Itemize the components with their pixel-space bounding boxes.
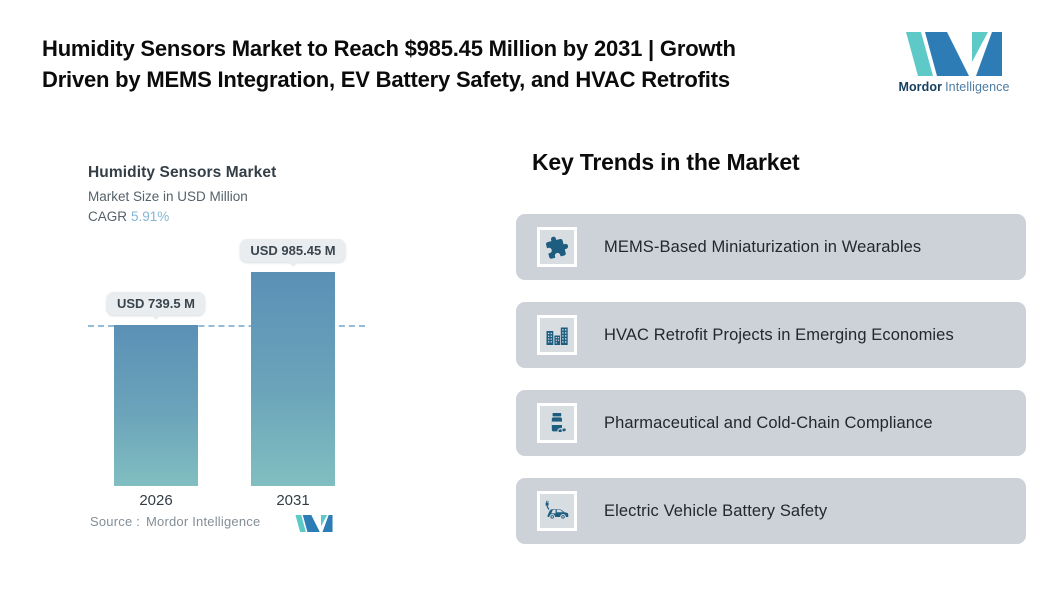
cagr-label: CAGR (88, 209, 128, 224)
chart-cagr: CAGR 5.91% (88, 209, 276, 224)
reference-dashed-line (88, 325, 365, 327)
ev-car-icon (545, 500, 569, 520)
brand-logo: Mordor Intelligence (896, 32, 1012, 94)
chart-title: Humidity Sensors Market (88, 164, 277, 181)
trend-label: Electric Vehicle Battery Safety (604, 501, 828, 520)
cagr-value: 5.91% (131, 209, 170, 224)
brand-name-light: Intelligence (945, 80, 1010, 94)
trend-card-hvac: HVAC Retrofit Projects in Emerging Econo… (516, 302, 1026, 368)
puzzle-icon (546, 236, 569, 259)
bar-rect-2031 (251, 272, 335, 486)
brand-name-bold: Mordor (898, 80, 943, 94)
chart-subtitle: Market Size in USD Million (88, 189, 248, 204)
chart-header: Humidity Sensors Market Market Size in U… (88, 164, 276, 224)
x-tick-2026: 2026 (139, 492, 173, 509)
brand-wordmark: Mordor Intelligence (896, 80, 1012, 94)
buildings-icon (546, 327, 568, 345)
source-label: Source : (90, 514, 141, 529)
bar-rect-2026 (114, 325, 198, 486)
icon-tile (537, 315, 577, 355)
trends-heading: Key Trends in the Market (532, 149, 800, 175)
page-title-line1: Humidity Sensors Market to Reach $985.45… (42, 36, 736, 61)
source-value: Mordor Intelligence (146, 514, 261, 529)
value-label-2031: USD 985.45 M (240, 239, 346, 267)
trend-card-ev: Electric Vehicle Battery Safety (516, 478, 1026, 544)
icon-tile (537, 403, 577, 443)
mordor-mini-logo-icon (295, 515, 333, 532)
trend-label: MEMS-Based Miniaturization in Wearables (604, 237, 922, 256)
trend-card-pharma: Pharmaceutical and Cold-Chain Compliance (516, 390, 1026, 456)
market-size-chart: Humidity Sensors Market Market Size in U… (70, 140, 390, 550)
page-title: Humidity Sensors Market to Reach $985.45… (42, 33, 882, 95)
trend-label: HVAC Retrofit Projects in Emerging Econo… (604, 325, 954, 344)
x-tick-2031: 2031 (276, 492, 310, 509)
page-title-line2: Driven by MEMS Integration, EV Battery S… (42, 67, 730, 92)
source-note: Source : Mordor Intelligence (90, 514, 260, 529)
pill-bottle-icon (551, 413, 567, 434)
trend-card-mems: MEMS-Based Miniaturization in Wearables (516, 214, 1026, 280)
icon-tile (537, 227, 577, 267)
value-label-2026: USD 739.5 M (106, 292, 206, 320)
icon-tile (537, 491, 577, 531)
mordor-logo-icon (906, 32, 1002, 76)
trend-label: Pharmaceutical and Cold-Chain Compliance (604, 413, 933, 432)
trend-cards: MEMS-Based Miniaturization in Wearables (516, 214, 1026, 544)
